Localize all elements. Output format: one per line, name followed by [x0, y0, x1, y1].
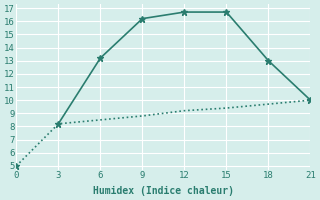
X-axis label: Humidex (Indice chaleur): Humidex (Indice chaleur) — [93, 186, 234, 196]
